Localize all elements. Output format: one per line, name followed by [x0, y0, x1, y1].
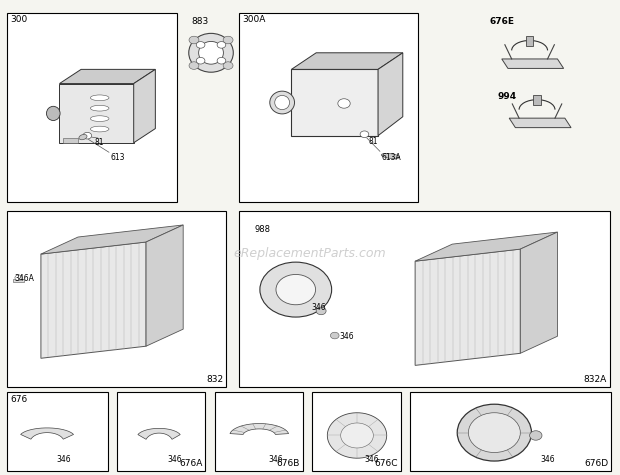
Ellipse shape [91, 95, 109, 101]
Circle shape [197, 57, 205, 64]
Polygon shape [291, 69, 378, 136]
Polygon shape [41, 225, 183, 254]
Ellipse shape [91, 105, 109, 111]
Circle shape [338, 99, 350, 108]
Ellipse shape [46, 106, 60, 121]
Circle shape [457, 404, 531, 461]
Circle shape [197, 41, 205, 48]
Circle shape [217, 57, 226, 64]
Polygon shape [341, 423, 373, 448]
Text: 676C: 676C [374, 459, 398, 468]
Text: 346: 346 [541, 456, 556, 465]
Bar [239, 211, 610, 387]
Polygon shape [415, 249, 520, 365]
Bar [7, 211, 226, 387]
Circle shape [223, 36, 233, 44]
Polygon shape [60, 84, 134, 143]
Circle shape [276, 275, 316, 305]
Circle shape [15, 275, 22, 281]
Bar [526, 36, 533, 46]
Text: 613A: 613A [382, 153, 402, 162]
Text: 676: 676 [10, 395, 27, 404]
Circle shape [468, 413, 520, 453]
Polygon shape [60, 69, 156, 84]
Polygon shape [378, 53, 403, 136]
Text: 346: 346 [312, 303, 327, 312]
Polygon shape [20, 428, 74, 439]
Circle shape [316, 307, 326, 315]
Text: 832A: 832A [583, 375, 607, 384]
Text: 346: 346 [56, 456, 71, 465]
Circle shape [223, 62, 233, 69]
Ellipse shape [91, 126, 109, 132]
Ellipse shape [91, 116, 109, 122]
Polygon shape [291, 53, 403, 69]
Bar [410, 392, 611, 471]
Polygon shape [509, 118, 571, 128]
Ellipse shape [198, 41, 223, 64]
Polygon shape [146, 225, 183, 346]
Text: 346: 346 [340, 332, 354, 341]
Text: 988: 988 [254, 225, 270, 234]
Bar [215, 392, 303, 471]
Text: 994: 994 [497, 92, 516, 101]
Bar [533, 95, 541, 105]
Text: 81: 81 [95, 138, 104, 147]
Circle shape [83, 133, 92, 139]
Bar [7, 392, 108, 471]
Circle shape [330, 332, 339, 339]
Circle shape [360, 131, 369, 138]
Text: 676A: 676A [179, 459, 202, 468]
Text: 300: 300 [10, 15, 27, 24]
Polygon shape [520, 232, 557, 353]
Text: 613: 613 [111, 153, 125, 162]
Polygon shape [138, 428, 180, 439]
Bar [117, 392, 205, 471]
Text: 676B: 676B [277, 459, 300, 468]
Polygon shape [63, 138, 78, 143]
Circle shape [260, 262, 332, 317]
Polygon shape [41, 242, 146, 358]
Text: eReplacementParts.com: eReplacementParts.com [234, 247, 386, 260]
Text: 832: 832 [206, 375, 223, 384]
Bar [7, 12, 177, 202]
Polygon shape [415, 232, 557, 261]
Text: 300A: 300A [242, 15, 265, 24]
Polygon shape [327, 413, 387, 458]
Text: 346: 346 [168, 456, 182, 465]
Circle shape [189, 62, 199, 69]
Bar [239, 12, 418, 202]
Ellipse shape [381, 153, 399, 159]
Text: 346: 346 [268, 456, 283, 465]
Circle shape [529, 431, 542, 440]
Polygon shape [502, 59, 564, 68]
Polygon shape [134, 69, 156, 143]
Ellipse shape [188, 33, 233, 72]
Polygon shape [230, 424, 288, 435]
Circle shape [189, 36, 199, 44]
Circle shape [217, 41, 226, 48]
Ellipse shape [270, 91, 294, 114]
Text: 676E: 676E [489, 17, 515, 26]
Text: 676D: 676D [584, 459, 608, 468]
Text: 883: 883 [191, 17, 208, 26]
Text: 81: 81 [369, 137, 378, 146]
Text: 346: 346 [365, 456, 379, 465]
Polygon shape [13, 279, 24, 282]
Ellipse shape [79, 134, 87, 140]
Ellipse shape [275, 95, 290, 110]
Text: 346A: 346A [14, 275, 34, 284]
Bar [312, 392, 401, 471]
